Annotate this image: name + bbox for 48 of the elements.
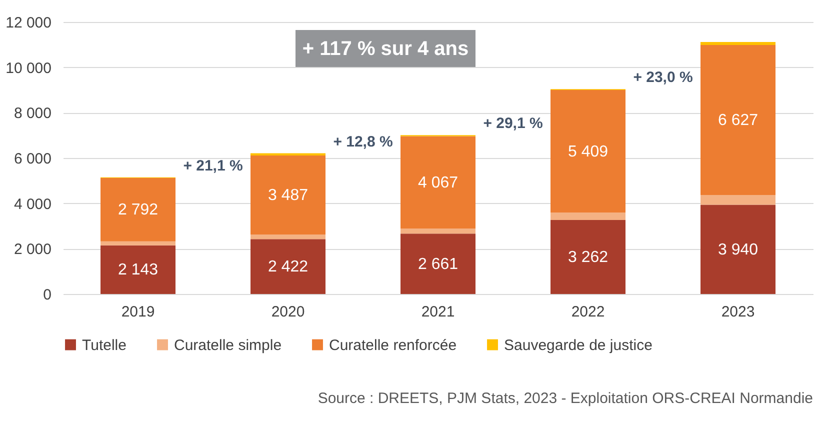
bar (250, 239, 326, 294)
y-tick-label: 10 000 (6, 60, 52, 77)
bar (100, 245, 176, 294)
x-tick-label: 2023 (721, 304, 755, 320)
data-label: 3 262 (568, 249, 608, 266)
legend-label: Sauvegarde de justice (504, 336, 652, 354)
annotation: + 117 % sur 4 ans (302, 38, 469, 60)
annotation: + 12,8 % (333, 133, 393, 150)
bar (700, 44, 776, 196)
annotation: + 29,1 % (483, 115, 543, 132)
y-tick-label: 12 000 (6, 14, 52, 32)
bar (100, 241, 176, 246)
y-tick-label: 2 000 (14, 241, 52, 258)
annotation: + 21,1 % (183, 157, 243, 174)
bar (700, 195, 776, 205)
data-label: 2 422 (268, 258, 308, 276)
x-tick-label: 2019 (121, 304, 155, 320)
bar (250, 156, 326, 235)
legend-label: Curatelle renforcée (329, 336, 457, 354)
bar (550, 220, 626, 294)
data-label: 6 627 (718, 112, 758, 130)
legend-label: Tutelle (82, 336, 126, 354)
data-label: 5 409 (568, 143, 608, 160)
y-tick-label: 6 000 (14, 150, 52, 168)
legend-label: Curatelle simple (174, 336, 282, 354)
y-tick-label: 8 000 (14, 105, 52, 122)
x-tick-label: 2021 (421, 304, 455, 320)
data-label: 2 661 (418, 256, 458, 273)
y-tick-label: 0 (43, 286, 52, 304)
y-tick-label: 4 000 (14, 196, 52, 213)
data-label: 3 487 (268, 187, 308, 204)
data-label: 2 792 (118, 202, 158, 219)
bar (550, 90, 626, 213)
source-note: Source : DREETS, PJM Stats, 2023 - Exploitation ORS-CREAI Normandie (318, 390, 813, 407)
bar (250, 234, 326, 240)
data-label: 4 067 (418, 174, 458, 192)
data-label: 2 143 (118, 262, 158, 279)
bar (400, 234, 476, 294)
bar (400, 228, 476, 234)
data-label: 3 940 (718, 241, 758, 258)
x-tick-label: 2022 (571, 304, 605, 320)
bar (550, 212, 626, 220)
bar (100, 178, 176, 242)
x-tick-label: 2020 (271, 304, 305, 320)
bar (700, 42, 776, 45)
bar (400, 136, 476, 228)
annotation: + 23,0 % (633, 69, 693, 86)
bar (700, 204, 776, 294)
